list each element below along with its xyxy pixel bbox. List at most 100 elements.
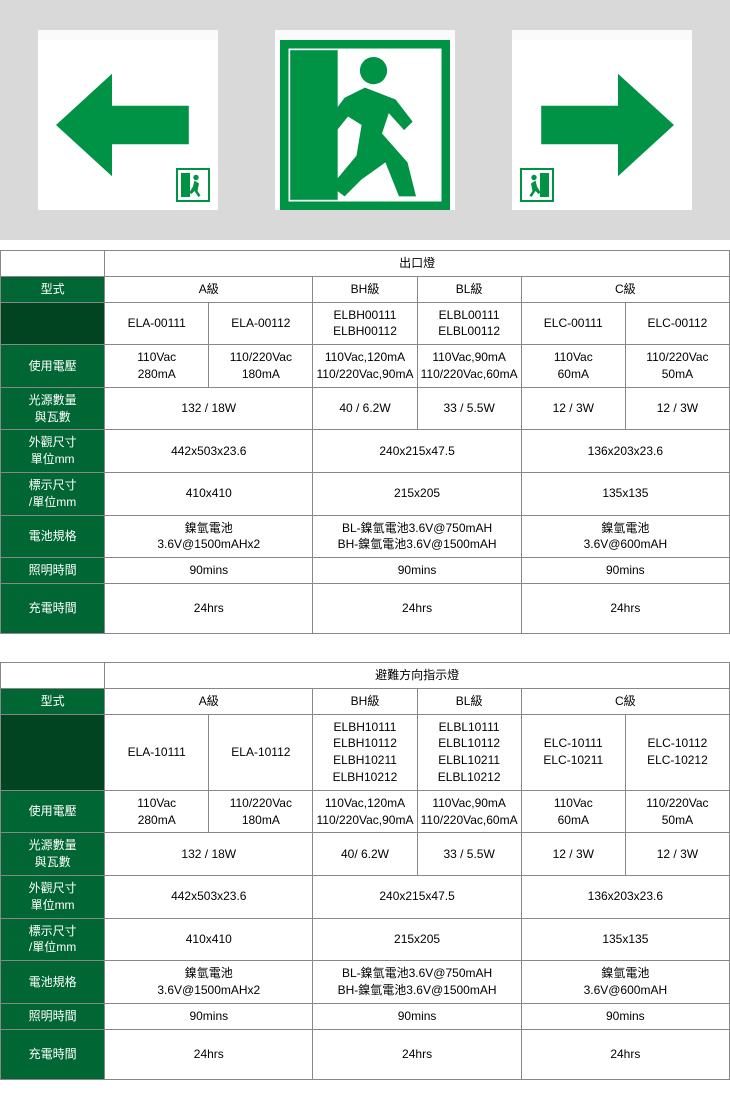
data-cell: BL-鎳氫電池3.6V@750mAH BH-鎳氫電池3.6V@1500mAH <box>313 961 521 1004</box>
table-title: 避難方向指示燈 <box>105 662 730 688</box>
blank-corner <box>1 662 105 688</box>
model-cell: ELBL10111 ELBL10112 ELBL10211 ELBL10212 <box>417 714 521 790</box>
grade-header: BL級 <box>417 276 521 302</box>
exit-sign-right <box>512 30 692 210</box>
data-cell: 110/220Vac 50mA <box>625 790 729 833</box>
data-cell: 215x205 <box>313 472 521 515</box>
data-cell: 90mins <box>105 558 313 584</box>
running-man-icon <box>280 40 450 210</box>
data-cell: 240x215x47.5 <box>313 875 521 918</box>
exit-sign-left <box>38 30 218 210</box>
grade-header: A級 <box>105 276 313 302</box>
model-cell: ELA-10111 <box>105 714 209 790</box>
data-cell: 33 / 5.5W <box>417 387 521 430</box>
data-cell: 410x410 <box>105 472 313 515</box>
row-header: 外觀尺寸 單位mm <box>1 875 105 918</box>
data-cell: 110Vac,90mA 110/220Vac,60mA <box>417 345 521 388</box>
hero-signs <box>0 0 730 240</box>
row-header: 標示尺寸 /單位mm <box>1 472 105 515</box>
data-cell: 90mins <box>313 558 521 584</box>
row-header: 使用電壓 <box>1 345 105 388</box>
row-header: 充電時間 <box>1 1029 105 1079</box>
data-cell: 110Vac,120mA 110/220Vac,90mA <box>313 345 417 388</box>
row-header: 使用電壓 <box>1 790 105 833</box>
data-cell: 110/220Vac 50mA <box>625 345 729 388</box>
data-cell: 鎳氫電池 3.6V@1500mAHx2 <box>105 961 313 1004</box>
data-cell: 90mins <box>105 1003 313 1029</box>
data-cell: 132 / 18W <box>105 833 313 876</box>
grade-header: BH級 <box>313 276 417 302</box>
data-cell: 135x135 <box>521 472 729 515</box>
grade-header: BH級 <box>313 688 417 714</box>
data-cell: 110Vac 60mA <box>521 345 625 388</box>
data-cell: 136x203x23.6 <box>521 875 729 918</box>
data-cell: 110Vac 280mA <box>105 790 209 833</box>
model-cell: ELC-00111 <box>521 302 625 345</box>
grade-header: BL級 <box>417 688 521 714</box>
data-cell: 90mins <box>521 1003 729 1029</box>
row-header-models <box>1 302 105 345</box>
row-header-models <box>1 714 105 790</box>
data-cell: 135x135 <box>521 918 729 961</box>
data-cell: 40/ 6.2W <box>313 833 417 876</box>
model-cell: ELBH10111 ELBH10112 ELBH10211 ELBH10212 <box>313 714 417 790</box>
data-cell: 鎳氫電池 3.6V@600mAH <box>521 961 729 1004</box>
data-cell: 鎳氫電池 3.6V@1500mAHx2 <box>105 515 313 558</box>
model-cell: ELA-00112 <box>209 302 313 345</box>
spec-table: 出口燈型式A級BH級BL級C級 ELA-00111ELA-00112ELBH001… <box>0 250 730 634</box>
data-cell: 24hrs <box>105 583 313 633</box>
data-cell: 24hrs <box>313 1029 521 1079</box>
data-cell: 215x205 <box>313 918 521 961</box>
data-cell: 442x503x23.6 <box>105 430 313 473</box>
row-header: 照明時間 <box>1 558 105 584</box>
spec-table: 避難方向指示燈型式A級BH級BL級C級ELA-10111ELA-10112ELB… <box>0 662 730 1080</box>
data-cell: 鎳氫電池 3.6V@600mAH <box>521 515 729 558</box>
data-cell: 136x203x23.6 <box>521 430 729 473</box>
data-cell: 24hrs <box>105 1029 313 1079</box>
model-cell: ELA-00111 <box>105 302 209 345</box>
spec-tables: 出口燈型式A級BH級BL級C級ELA-00111ELA-00112ELBH001… <box>0 250 730 1098</box>
data-cell: 12 / 3W <box>625 387 729 430</box>
table-title: 出口燈 <box>105 251 730 277</box>
model-cell: ELBH00111 ELBH00112 <box>313 302 417 345</box>
row-header: 外觀尺寸 單位mm <box>1 430 105 473</box>
data-cell: 33 / 5.5W <box>417 833 521 876</box>
row-header: 電池規格 <box>1 515 105 558</box>
data-cell: 40 / 6.2W <box>313 387 417 430</box>
model-cell: ELC-10112 ELC-10212 <box>625 714 729 790</box>
row-header: 光源數量 與瓦數 <box>1 387 105 430</box>
data-cell: 110Vac,120mA 110/220Vac,90mA <box>313 790 417 833</box>
data-cell: 410x410 <box>105 918 313 961</box>
data-cell: BL-鎳氫電池3.6V@750mAH BH-鎳氫電池3.6V@1500mAH <box>313 515 521 558</box>
row-header: 電池規格 <box>1 961 105 1004</box>
data-cell: 12 / 3W <box>521 387 625 430</box>
model-cell: ELBL00111 ELBL00112 <box>417 302 521 345</box>
data-cell: 110/220Vac 180mA <box>209 790 313 833</box>
grade-header: C級 <box>521 276 729 302</box>
data-cell: 12 / 3W <box>521 833 625 876</box>
row-header-type: 型式 <box>1 276 105 302</box>
data-cell: 110Vac 280mA <box>105 345 209 388</box>
data-cell: 110Vac 60mA <box>521 790 625 833</box>
data-cell: 24hrs <box>313 583 521 633</box>
data-cell: 90mins <box>521 558 729 584</box>
data-cell: 110/220Vac 180mA <box>209 345 313 388</box>
grade-header: C級 <box>521 688 729 714</box>
data-cell: 442x503x23.6 <box>105 875 313 918</box>
row-header: 充電時間 <box>1 583 105 633</box>
model-cell: ELC-10111 ELC-10211 <box>521 714 625 790</box>
mini-exit-icon <box>520 168 554 202</box>
data-cell: 24hrs <box>521 1029 729 1079</box>
model-cell: ELA-10112 <box>209 714 313 790</box>
data-cell: 240x215x47.5 <box>313 430 521 473</box>
mini-exit-icon <box>176 168 210 202</box>
row-header-type: 型式 <box>1 688 105 714</box>
data-cell: 12 / 3W <box>625 833 729 876</box>
data-cell: 90mins <box>313 1003 521 1029</box>
blank-corner <box>1 251 105 277</box>
data-cell: 132 / 18W <box>105 387 313 430</box>
exit-sign-running <box>275 30 455 210</box>
row-header: 照明時間 <box>1 1003 105 1029</box>
row-header: 標示尺寸 /單位mm <box>1 918 105 961</box>
data-cell: 110Vac,90mA 110/220Vac,60mA <box>417 790 521 833</box>
